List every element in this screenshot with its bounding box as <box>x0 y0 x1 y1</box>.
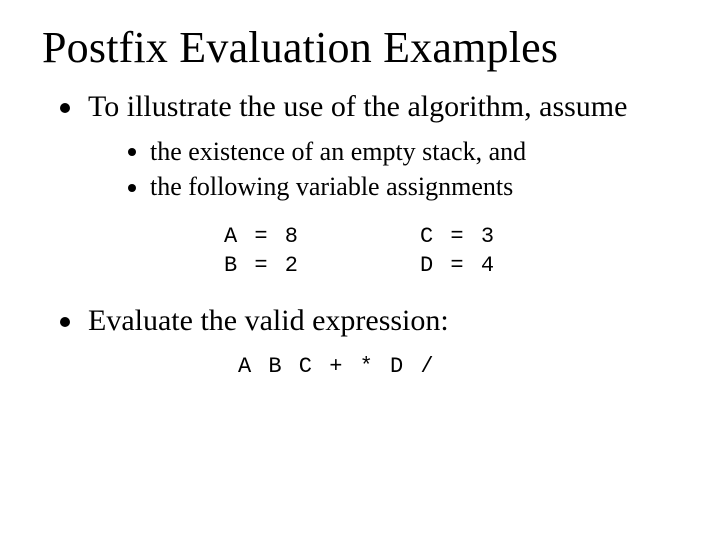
bullet-list-level1: To illustrate the use of the algorithm, … <box>42 89 678 380</box>
slide: Postfix Evaluation Examples To illustrat… <box>0 0 720 540</box>
assignments-left: A = 8 B = 2 <box>224 222 300 281</box>
list-item: To illustrate the use of the algorithm, … <box>54 89 678 281</box>
list-item: the existence of an empty stack, and <box>124 136 678 169</box>
list-item: Evaluate the valid expression: A B C + *… <box>54 303 678 380</box>
bullet-text: the following variable assignments <box>150 172 513 201</box>
bullet-text: Evaluate the valid expression: <box>88 304 449 337</box>
assignments-right: C = 3 D = 4 <box>420 222 496 281</box>
bullet-list-level2: the existence of an empty stack, and the… <box>88 136 678 204</box>
expression-code: A B C + * D / <box>238 354 678 381</box>
list-item: the following variable assignments <box>124 171 678 204</box>
bullet-text: the existence of an empty stack, and <box>150 137 526 166</box>
bullet-text: To illustrate the use of the algorithm, … <box>88 90 627 123</box>
assignments-block: A = 8 B = 2 C = 3 D = 4 <box>224 222 678 281</box>
slide-title: Postfix Evaluation Examples <box>42 22 678 73</box>
